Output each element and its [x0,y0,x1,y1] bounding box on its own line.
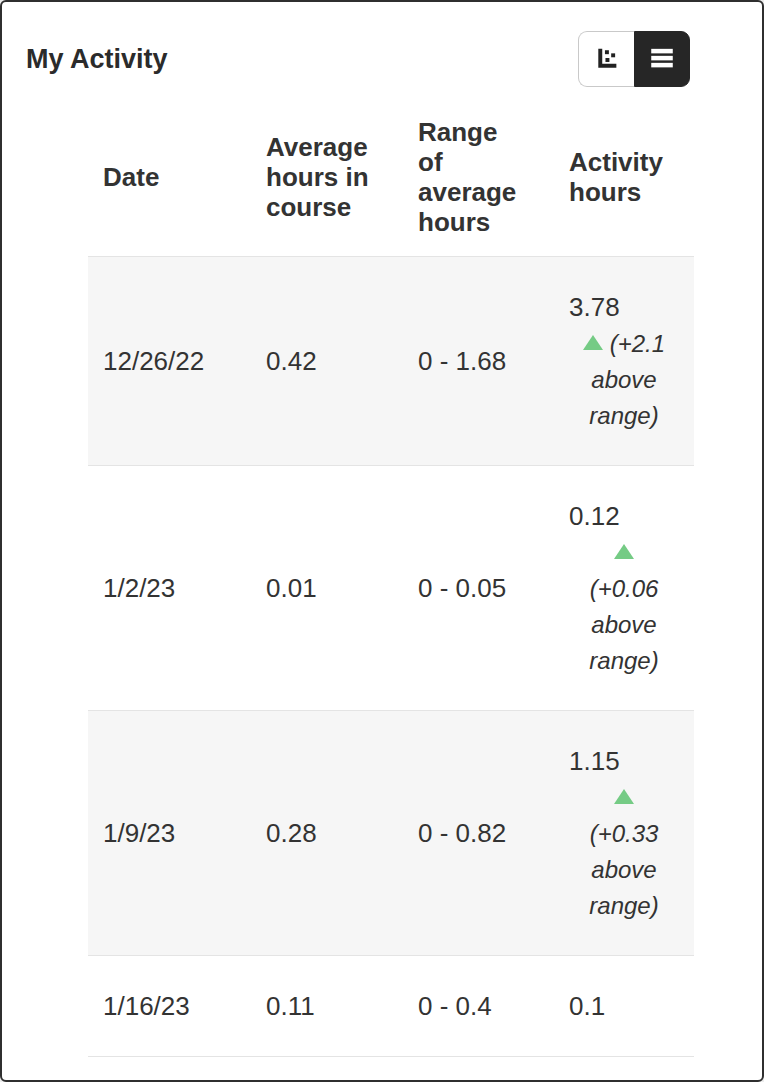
table-row: 1/2/23 0.01 0 - 0.05 0.12 (+0.06 above r… [88,466,694,711]
column-header-activity-hours: Activity hours [554,98,694,257]
activity-hours-value: 1.15 [569,742,679,780]
table-view-button[interactable] [634,31,690,87]
table-row: 12/26/22 0.42 0 - 1.68 3.78 (+2.1 above … [88,257,694,466]
average-hours-cell: 0.42 [251,257,403,466]
trend-note-text: (+0.33 above range) [589,820,658,919]
date-cell: 1/16/23 [88,956,251,1057]
average-hours-cell: 0.01 [251,466,403,711]
chart-view-button[interactable] [578,31,634,87]
trend-note: (+0.06 above range) [578,535,670,679]
trend-note-text: (+0.06 above range) [589,575,658,674]
trend-note: (+0.33 above range) [578,780,670,924]
page-title: My Activity [26,44,168,75]
table-row: 1/16/23 0.11 0 - 0.4 0.1 [88,956,694,1057]
trend-up-icon [614,789,634,804]
list-icon [648,44,676,75]
activity-hours-value: 0.12 [569,497,679,535]
activity-hours-cell: 0.12 (+0.06 above range) [554,466,694,711]
activity-hours-cell: 0.1 [554,956,694,1057]
activity-hours-value: 0.1 [569,987,679,1025]
trend-up-icon [614,544,634,559]
date-cell: 1/2/23 [88,466,251,711]
date-cell: 12/26/22 [88,257,251,466]
range-cell: 0 - 0.82 [403,711,554,956]
column-header-range: Range of average hours [403,98,554,257]
trend-up-icon [583,335,603,350]
activity-table: Date Average hours in course Range of av… [88,98,694,1057]
trend-note: (+2.1 above range) [578,326,670,434]
scatter-chart-icon [593,44,620,74]
table-row: 1/9/23 0.28 0 - 0.82 1.15 (+0.33 above r… [88,711,694,956]
activity-hours-cell: 1.15 (+0.33 above range) [554,711,694,956]
range-cell: 0 - 1.68 [403,257,554,466]
activity-hours-value: 3.78 [569,288,679,326]
average-hours-cell: 0.11 [251,956,403,1057]
table-header-row: Date Average hours in course Range of av… [88,98,694,257]
date-cell: 1/9/23 [88,711,251,956]
range-cell: 0 - 0.05 [403,466,554,711]
panel-header: My Activity [26,31,690,87]
column-header-average-hours: Average hours in course [251,98,403,257]
view-toggle [578,31,690,87]
my-activity-panel: My Activity [0,0,764,1082]
activity-hours-cell: 3.78 (+2.1 above range) [554,257,694,466]
column-header-date: Date [88,98,251,257]
range-cell: 0 - 0.4 [403,956,554,1057]
average-hours-cell: 0.28 [251,711,403,956]
